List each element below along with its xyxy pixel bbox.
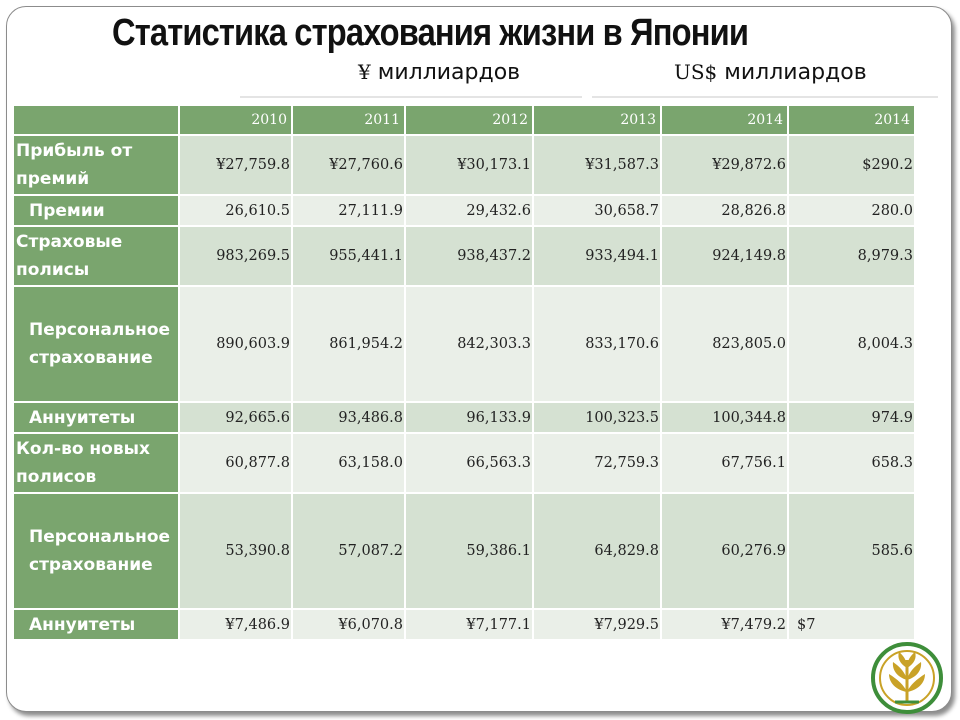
yen-unit-label: ¥ миллиардов — [358, 60, 520, 85]
table-cell: 66,563.3 — [404, 432, 534, 494]
table-cell: 938,437.2 — [404, 225, 534, 287]
usd-unit-word: миллиардов — [724, 60, 867, 85]
table-cell: 585.6 — [787, 492, 916, 610]
table-cell: ¥7,177.1 — [404, 608, 534, 641]
row-label: Прибыль от премий — [12, 134, 180, 196]
table-cell: 67,756.1 — [660, 432, 789, 494]
page-title: Статистика страхования жизни в Японии — [112, 12, 749, 54]
table-row: Аннуитеты 92,665.6 93,486.8 96,133.9 100… — [12, 401, 916, 434]
usd-unit-label: US$ миллиардов — [674, 60, 867, 85]
row-label: Премии — [12, 194, 180, 227]
header-year: 2010 — [178, 104, 293, 136]
table-cell: 974.9 — [787, 401, 916, 434]
table-cell: 96,133.9 — [404, 401, 534, 434]
row-label: Аннуитеты — [12, 608, 180, 641]
table-cell: 8,004.3 — [787, 285, 916, 403]
table-cell: 60,276.9 — [660, 492, 789, 610]
table-cell: 59,386.1 — [404, 492, 534, 610]
table-cell: 64,829.8 — [532, 492, 662, 610]
table-cell: 280.0 — [787, 194, 916, 227]
header-year: 2012 — [404, 104, 534, 136]
header-year: 2013 — [532, 104, 662, 136]
header-year: 2011 — [291, 104, 406, 136]
table-row: Кол-во новых полисов 60,877.8 63,158.0 6… — [12, 432, 916, 494]
yen-symbol: ¥ — [358, 60, 371, 84]
table-cell: ¥29,872.6 — [660, 134, 789, 196]
table-cell: 658.3 — [787, 432, 916, 494]
table-row: Персональное страхование 890,603.9 861,9… — [12, 285, 916, 403]
table-cell: 842,303.3 — [404, 285, 534, 403]
table-cell: 30,658.7 — [532, 194, 662, 227]
table-cell: 100,323.5 — [532, 401, 662, 434]
table-cell: ¥7,486.9 — [178, 608, 293, 641]
table-row: Персональное страхование 53,390.8 57,087… — [12, 492, 916, 610]
table-cell: 924,149.8 — [660, 225, 789, 287]
table-cell: 72,759.3 — [532, 432, 662, 494]
table-row: Страховые полисы 983,269.5 955,441.1 938… — [12, 225, 916, 287]
table-cell: 823,805.0 — [660, 285, 789, 403]
unit-divider-usd — [592, 96, 938, 98]
table-cell: 8,979.3 — [787, 225, 916, 287]
table-cell: 100,344.8 — [660, 401, 789, 434]
table-cell: 890,603.9 — [178, 285, 293, 403]
table-cell: 955,441.1 — [291, 225, 406, 287]
table-cell: 60,877.8 — [178, 432, 293, 494]
table-cell: 983,269.5 — [178, 225, 293, 287]
yen-unit-word: миллиардов — [377, 60, 521, 85]
table-cell: ¥27,759.8 — [178, 134, 293, 196]
table-cell: ¥6,070.8 — [291, 608, 406, 641]
table-cell: $290.2 — [787, 134, 916, 196]
table-cell: $7 — [787, 608, 916, 641]
unit-divider-yen — [240, 96, 582, 98]
row-label: Персональное страхование — [12, 492, 180, 610]
table-cell: 26,610.5 — [178, 194, 293, 227]
table-cell: ¥27,760.6 — [291, 134, 406, 196]
header-corner — [12, 104, 180, 136]
table-cell: 63,158.0 — [291, 432, 406, 494]
row-label: Персональное страхование — [12, 285, 180, 403]
table-cell: 933,494.1 — [532, 225, 662, 287]
table-cell: 28,826.8 — [660, 194, 789, 227]
header-year: 2014 — [660, 104, 789, 136]
table-header-row: 2010 2011 2012 2013 2014 2014 — [12, 104, 916, 136]
table-cell: 833,170.6 — [532, 285, 662, 403]
table-cell: 53,390.8 — [178, 492, 293, 610]
row-label: Страховые полисы — [12, 225, 180, 287]
table-cell: 92,665.6 — [178, 401, 293, 434]
table-row: Прибыль от премий ¥27,759.8 ¥27,760.6 ¥3… — [12, 134, 916, 196]
table-cell: ¥7,479.2 — [660, 608, 789, 641]
usd-symbol: US$ — [674, 60, 718, 84]
table-cell: 57,087.2 — [291, 492, 406, 610]
table-cell: ¥7,929.5 — [532, 608, 662, 641]
insurance-stats-table: 2010 2011 2012 2013 2014 2014 Прибыль от… — [12, 104, 916, 641]
table-cell: 861,954.2 — [291, 285, 406, 403]
row-label: Аннуитеты — [12, 401, 180, 434]
table-row: Аннуитеты ¥7,486.9 ¥6,070.8 ¥7,177.1 ¥7,… — [12, 608, 916, 641]
header-year-usd: 2014 — [787, 104, 916, 136]
table-cell: 93,486.8 — [291, 401, 406, 434]
table-cell: 29,432.6 — [404, 194, 534, 227]
row-label: Кол-во новых полисов — [12, 432, 180, 494]
table-row: Премии 26,610.5 27,111.9 29,432.6 30,658… — [12, 194, 916, 227]
table-cell: ¥30,173.1 — [404, 134, 534, 196]
table-cell: 27,111.9 — [291, 194, 406, 227]
table-cell: ¥31,587.3 — [532, 134, 662, 196]
wheat-emblem-icon — [871, 642, 943, 714]
